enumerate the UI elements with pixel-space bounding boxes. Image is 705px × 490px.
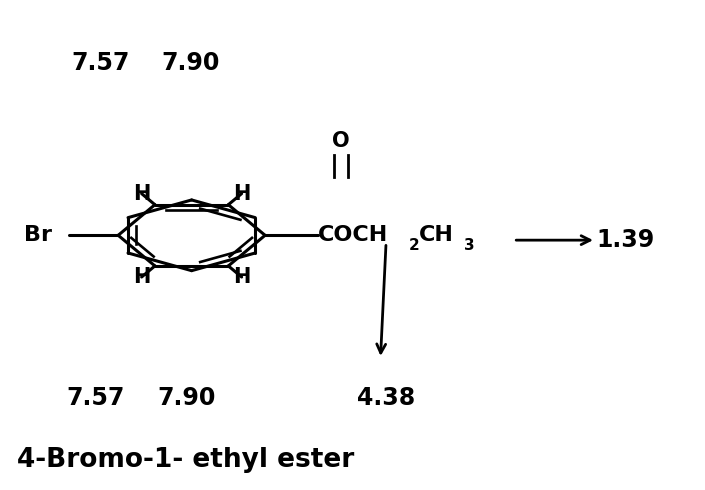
Text: 7.57: 7.57 [66,386,124,410]
Text: H: H [233,184,250,204]
Text: 7.90: 7.90 [161,51,219,75]
Text: 7.90: 7.90 [157,386,216,410]
Text: H: H [133,184,150,204]
Text: O: O [332,131,350,151]
Text: COCH: COCH [317,225,388,245]
Text: 7.57: 7.57 [71,51,130,75]
Text: H: H [133,267,150,287]
Text: CH: CH [419,225,454,245]
Text: 2: 2 [408,239,419,253]
Text: 4.38: 4.38 [357,386,415,410]
Text: 3: 3 [465,239,475,253]
Text: 4-Bromo-1- ethyl ester: 4-Bromo-1- ethyl ester [17,447,354,473]
Text: 1.39: 1.39 [596,228,654,252]
Text: Br: Br [24,225,51,245]
Text: H: H [233,267,250,287]
